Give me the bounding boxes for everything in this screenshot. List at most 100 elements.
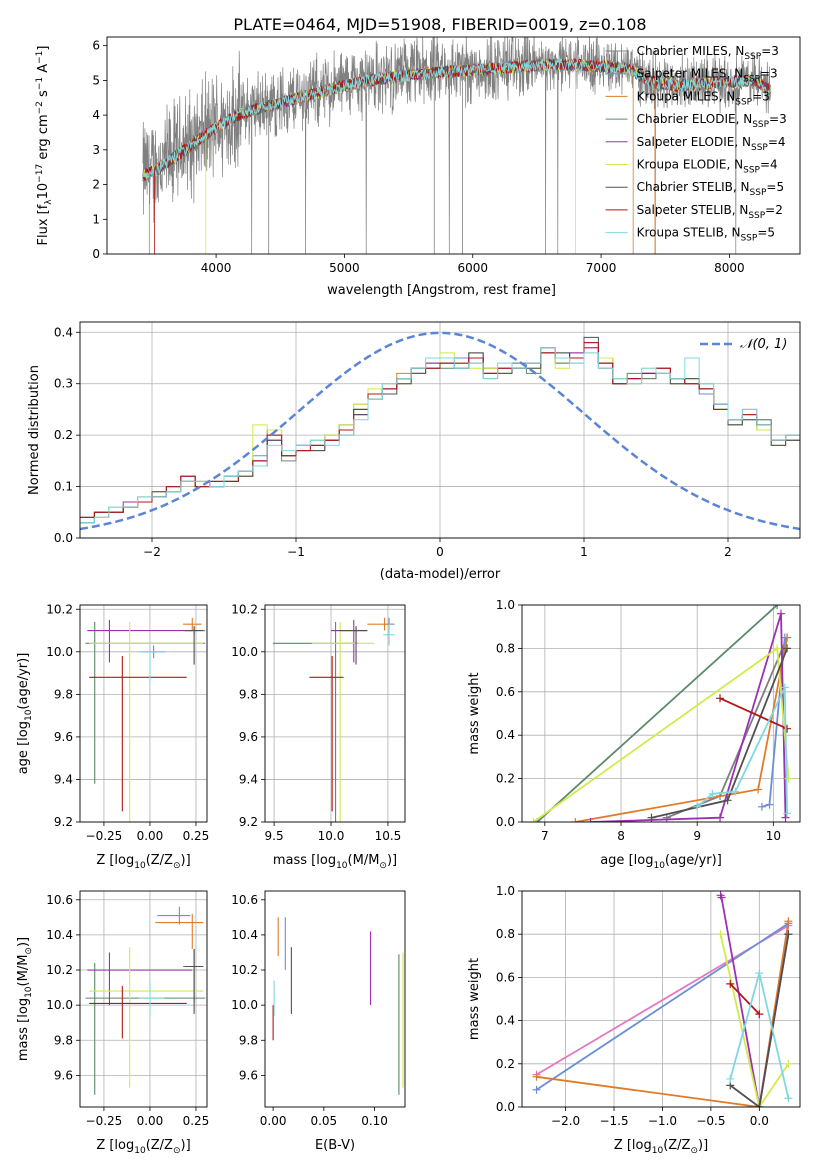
weight-marker xyxy=(776,609,785,618)
weight-marker xyxy=(784,917,793,926)
legend-entry: Chabrier STELIB, NSSP=5 xyxy=(637,180,785,198)
label-part: −1 xyxy=(35,77,45,90)
spectrum-lines xyxy=(142,37,771,254)
label-part: Flux [f xyxy=(36,204,51,245)
y-tick-label: 10.2 xyxy=(46,602,73,616)
x-tick-label: −1.0 xyxy=(648,1114,677,1128)
label-part: −1 xyxy=(35,51,45,64)
label-part: SSP xyxy=(750,188,767,198)
label-part: (M/M xyxy=(348,853,380,868)
label-part: age [log xyxy=(600,853,653,868)
weight-marker xyxy=(529,818,538,822)
x-tick-label: −2 xyxy=(143,545,161,559)
axes-frame xyxy=(521,604,801,823)
weight-marker xyxy=(571,818,580,822)
legend-entry: Kroupa ELODIE, NSSP=4 xyxy=(637,158,778,176)
weight-marker xyxy=(647,813,656,822)
label-part: A xyxy=(36,64,51,77)
label-part: Chabrier MILES, N xyxy=(637,44,745,58)
y-tick-label: 0.6 xyxy=(496,970,515,984)
weight-marker xyxy=(784,1094,793,1103)
label-part: 10 xyxy=(134,1146,146,1156)
label-part: )] xyxy=(387,853,397,868)
weight-line xyxy=(719,934,790,1107)
error-bars xyxy=(85,906,206,1095)
x-tick-label: 6000 xyxy=(457,261,488,275)
label-part: SSP xyxy=(743,75,760,85)
y-tick-label: 0.0 xyxy=(496,1100,515,1114)
axes-frame xyxy=(79,890,208,1108)
x-tick-label: 0.05 xyxy=(310,1114,337,1128)
label-part: age [log xyxy=(16,721,31,774)
label-part: 10 xyxy=(134,861,146,871)
y-tick-label: 9.6 xyxy=(54,1068,73,1082)
y-tick-label: 0.0 xyxy=(496,815,515,829)
label-part: =4 xyxy=(768,135,786,149)
weight-marker xyxy=(708,789,717,798)
label-part: SSP xyxy=(744,52,761,62)
legend-entry: 𝒩(0, 1) xyxy=(740,337,787,352)
weight-marker xyxy=(755,969,764,978)
y-tick-label: 0.8 xyxy=(496,927,515,941)
weight-marker xyxy=(726,1074,735,1083)
axes-frame xyxy=(264,890,406,1108)
label-part: Kroupa ELODIE, N xyxy=(637,158,744,172)
x-tick-label: 2 xyxy=(724,545,732,559)
weight-marker xyxy=(783,809,792,818)
x-tick-label: 7 xyxy=(541,829,549,843)
histogram-step xyxy=(80,342,800,518)
label-part: s xyxy=(36,90,51,101)
label-part: ⊙ xyxy=(690,1146,698,1156)
label-part: SSP xyxy=(735,97,752,107)
y-tick-label: 5 xyxy=(92,73,100,87)
ebv_vs_mass-panel: 0.00 0.05 0.10 9.6 9.8 10.0 10.2 10.4 10.6 E(B-V) xyxy=(231,890,406,1153)
y-tick-label: 3 xyxy=(92,143,100,157)
x-tick-label: −0.5 xyxy=(696,1114,725,1128)
weight-line xyxy=(729,934,790,1107)
weight-marker xyxy=(773,644,782,653)
weight-marker xyxy=(532,1085,541,1094)
label-part: =3 xyxy=(769,112,787,126)
weight-marker xyxy=(755,1010,764,1019)
y-tick-label: 0.4 xyxy=(54,325,73,339)
label-part: −2 xyxy=(35,101,45,114)
label-part: Salpeter MILES, N xyxy=(637,67,744,81)
y-tick-label: 1.0 xyxy=(496,598,515,612)
weight-marker xyxy=(765,800,774,809)
x-tick-label: 4000 xyxy=(201,261,232,275)
weight-line xyxy=(536,921,790,1107)
y-tick-label: 10.0 xyxy=(231,645,258,659)
label-part: =2 xyxy=(765,203,783,217)
label-part: ⊙ xyxy=(173,861,181,871)
y-tick-label: 9.6 xyxy=(239,730,258,744)
y-tick-label: 10.2 xyxy=(231,602,258,616)
x-tick-label: 0 xyxy=(436,545,444,559)
y-tick-label: 10.2 xyxy=(231,963,258,977)
axes-frame xyxy=(264,604,406,823)
label-part: Z [log xyxy=(96,1138,134,1153)
label-part: SSP xyxy=(752,120,769,130)
x-tick-label: 9 xyxy=(693,829,701,843)
x-tick-label: 0.0 xyxy=(750,1114,769,1128)
y-tick-label: 0.0 xyxy=(54,531,73,545)
y-tick-label: 0.4 xyxy=(496,728,515,742)
y-tick-label: 9.8 xyxy=(54,687,73,701)
y-tick-label: 10.0 xyxy=(46,998,73,1012)
y-tick-label: 9.6 xyxy=(54,730,73,744)
residuals-xlabel: (data-model)/error xyxy=(380,567,501,582)
label-part: Chabrier STELIB, N xyxy=(637,180,750,194)
label-part: Z [log xyxy=(96,853,134,868)
label-part: )] xyxy=(698,1138,708,1153)
z_vs_mass-panel: −0.25 0.00 0.25 9.6 9.8 10.0 10.2 10.4 10.6 Z [lo… xyxy=(16,890,209,1156)
y-tick-label: 0.3 xyxy=(54,377,73,391)
y-tick-label: 1.0 xyxy=(496,884,515,898)
label-part: 10 xyxy=(24,986,34,998)
weight_vs_age-panel: 7 8 9 10 0.0 0.2 0.4 0.6 0.8 1.0 mass weight age [l… xyxy=(467,598,801,871)
label-part: Kroupa MILES, N xyxy=(637,89,736,103)
weight-marker xyxy=(716,891,725,900)
y-tick-label: 9.8 xyxy=(54,1033,73,1047)
weight-marker xyxy=(781,813,790,822)
y-axis-label: mass weight xyxy=(467,672,482,754)
x-axis-label: mass [log10(M/M⊙)] xyxy=(273,853,397,871)
x-tick-label: 0.25 xyxy=(183,829,210,843)
